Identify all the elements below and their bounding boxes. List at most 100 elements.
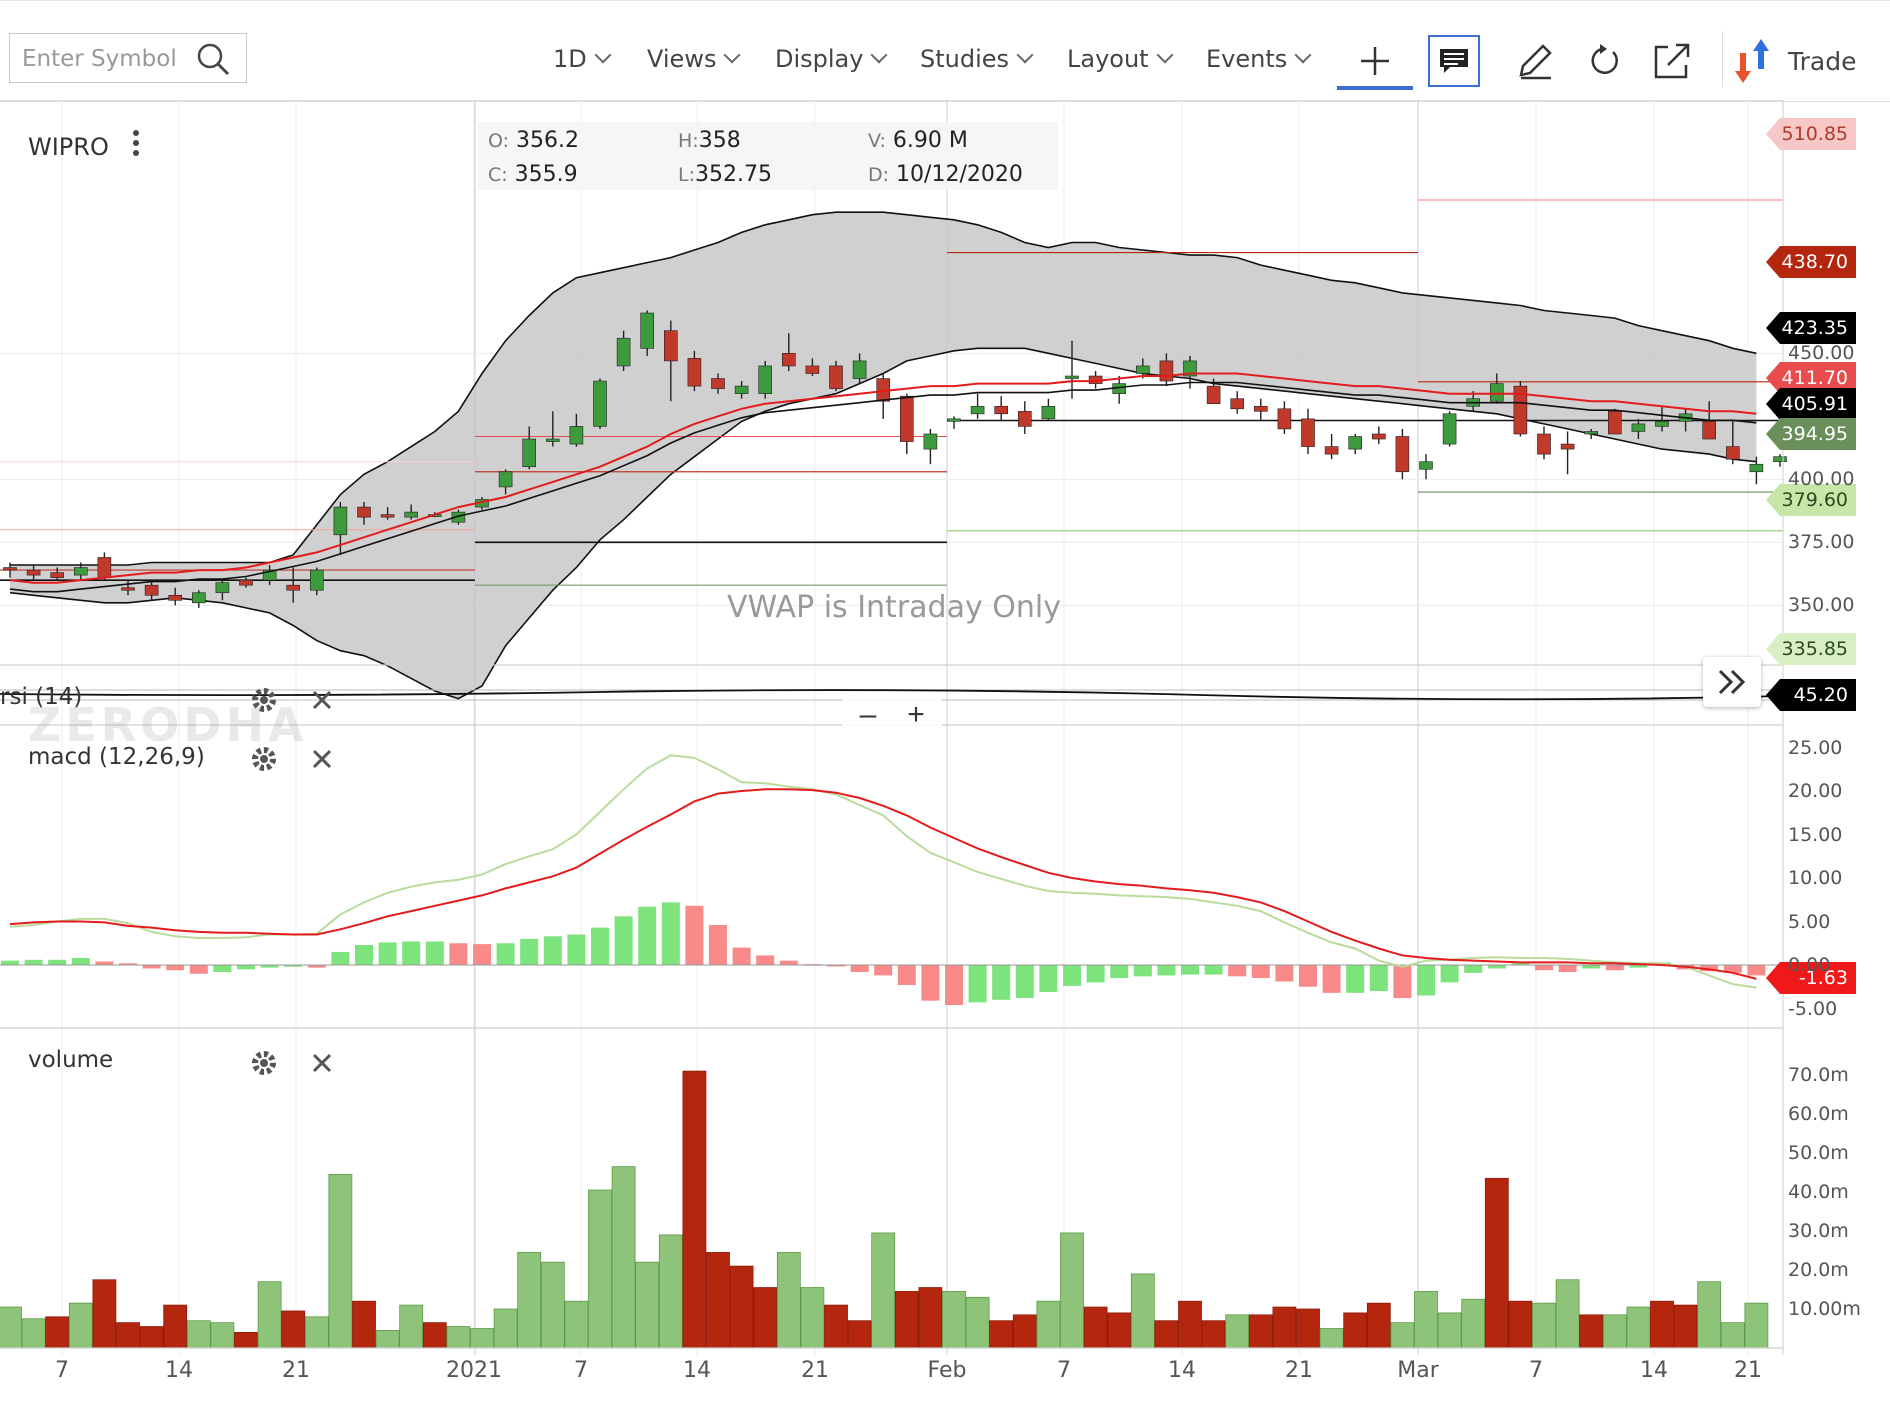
- draw-tool-button[interactable]: [1509, 35, 1561, 87]
- candle-body: [1702, 421, 1716, 440]
- interval-dropdown[interactable]: 1D: [553, 45, 612, 73]
- chevron-down-icon: [723, 46, 741, 64]
- interval-label: 1D: [553, 45, 587, 73]
- refresh-icon: [1591, 44, 1618, 74]
- macd-histogram-bar: [614, 916, 633, 965]
- chevron-down-icon: [1156, 46, 1174, 64]
- macd-histogram-bar: [897, 965, 916, 986]
- trade-button[interactable]: [1733, 35, 1883, 87]
- reset-chart-button[interactable]: [1578, 35, 1630, 87]
- rsi-line: [0, 689, 1784, 701]
- zoom-out-button[interactable]: –: [859, 698, 877, 731]
- volume-bar: [422, 1322, 447, 1349]
- scroll-to-latest-button[interactable]: [1703, 657, 1761, 707]
- volume-bar: [1319, 1328, 1344, 1349]
- pencil-icon: [1519, 44, 1552, 80]
- rsi-value-tag: 45.20: [1766, 679, 1856, 711]
- candle-body: [192, 592, 206, 604]
- volume-axis-tick: 40.0m: [1788, 1181, 1849, 1203]
- volume-bar: [1579, 1314, 1604, 1349]
- studies-menu[interactable]: Studies: [920, 45, 1034, 73]
- volume-panel-label: volume: [28, 1047, 114, 1073]
- volume-bar: [470, 1328, 494, 1349]
- candle-body: [545, 438, 560, 442]
- candle-body: [522, 438, 537, 468]
- symbol-search-box[interactable]: [9, 33, 247, 83]
- macd-histogram-bar: [1605, 965, 1624, 971]
- macd-line: [9, 754, 1757, 989]
- volume-bar: [894, 1291, 919, 1349]
- gear-icon[interactable]: [249, 1048, 279, 1078]
- volume-bar: [658, 1234, 683, 1349]
- volume-bar: [186, 1320, 211, 1349]
- external-link-icon: [1654, 43, 1690, 79]
- close-icon[interactable]: [307, 744, 337, 774]
- candle-body: [144, 584, 159, 596]
- volume-bar: [116, 1322, 140, 1349]
- signal-line: [9, 788, 1757, 980]
- volume-bar: [234, 1332, 258, 1349]
- volume-bar: [965, 1296, 990, 1349]
- macd-histogram-bar: [71, 958, 90, 965]
- macd-panel-label: macd (12,26,9): [28, 744, 205, 770]
- events-label: Events: [1206, 45, 1288, 73]
- volume-bar: [1083, 1306, 1108, 1349]
- close-icon[interactable]: [307, 685, 337, 715]
- chart-area[interactable]: ZERODHA WIPRO O: 356.2 H:358 V: 6.90 M C…: [0, 100, 1890, 1406]
- candle-body: [1608, 411, 1622, 435]
- candle-body: [451, 511, 466, 523]
- popout-button[interactable]: [1646, 35, 1698, 87]
- volume-bar: [1744, 1302, 1769, 1349]
- layout-menu[interactable]: Layout: [1067, 45, 1174, 73]
- views-menu[interactable]: Views: [647, 45, 741, 73]
- price-tag: 335.85: [1766, 633, 1856, 665]
- zoom-in-button[interactable]: +: [907, 698, 925, 731]
- macd-histogram-bar: [1487, 965, 1506, 969]
- volume-bar: [1461, 1298, 1486, 1349]
- crosshair-tool-button[interactable]: [1337, 35, 1413, 90]
- volume-bar: [1225, 1314, 1250, 1349]
- macd-value-tag: -1.63: [1766, 962, 1856, 994]
- macd-axis-tick: 0.00: [1788, 954, 1831, 976]
- macd-histogram-bar: [1133, 965, 1152, 977]
- candle-body: [262, 569, 277, 581]
- more-options-icon[interactable]: [124, 128, 154, 158]
- candle-body: [1017, 411, 1032, 427]
- candle-body: [121, 587, 135, 591]
- volume-bar: [1012, 1314, 1037, 1349]
- candle-body: [640, 312, 655, 349]
- candle-body: [1324, 446, 1339, 455]
- info-panel-toggle-button[interactable]: [1428, 35, 1480, 87]
- candle-body: [215, 582, 230, 594]
- macd-histogram-bar: [1015, 965, 1034, 999]
- candle-body: [333, 506, 348, 536]
- display-menu[interactable]: Display: [775, 45, 888, 73]
- macd-histogram-bar: [284, 965, 303, 967]
- date-axis-tick: 7: [1057, 1358, 1071, 1383]
- candle-body: [970, 405, 985, 415]
- gear-icon[interactable]: [249, 685, 279, 715]
- candle-body: [97, 557, 112, 578]
- volume-axis-tick: 30.0m: [1788, 1220, 1849, 1242]
- chart-canvas[interactable]: [0, 100, 1890, 1406]
- chevron-down-icon: [1294, 46, 1312, 64]
- search-icon[interactable]: [196, 42, 230, 76]
- candle-body: [50, 572, 65, 578]
- price-tag: 405.91: [1766, 388, 1856, 420]
- events-menu[interactable]: Events: [1206, 45, 1312, 73]
- volume-bar: [918, 1287, 943, 1349]
- candle-body: [663, 330, 678, 362]
- volume-bar: [1390, 1322, 1415, 1349]
- macd-histogram-bar: [1417, 965, 1435, 996]
- macd-histogram-bar: [732, 947, 751, 965]
- candle-body: [1513, 385, 1528, 435]
- macd-histogram-bar: [850, 965, 869, 972]
- gear-icon[interactable]: [249, 744, 279, 774]
- macd-histogram-bar: [307, 965, 326, 968]
- macd-histogram-bar: [1440, 965, 1459, 983]
- volume-bar: [1673, 1304, 1698, 1349]
- close-icon[interactable]: [307, 1048, 337, 1078]
- candle-body: [593, 380, 607, 427]
- symbol-search-input[interactable]: [20, 42, 194, 76]
- volume-bar: [1720, 1322, 1745, 1349]
